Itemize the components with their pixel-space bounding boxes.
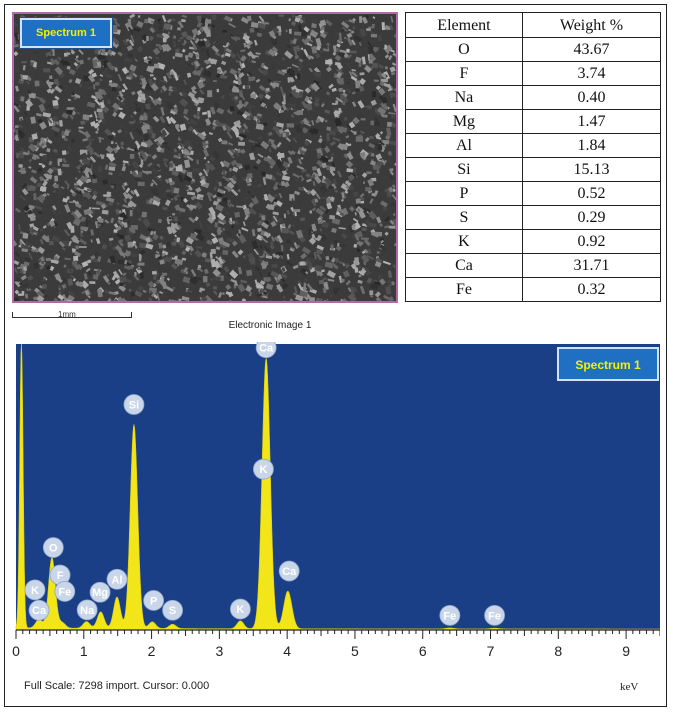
table-row: Ca 31.71 bbox=[405, 253, 662, 278]
table-row: Al 1.84 bbox=[405, 133, 662, 158]
header-element: Element bbox=[405, 12, 523, 38]
cell-element: Mg bbox=[405, 109, 523, 134]
cell-element: O bbox=[405, 37, 523, 62]
sem-grains bbox=[14, 14, 396, 301]
table-row: Mg 1.47 bbox=[405, 109, 662, 134]
peak-label: Fe bbox=[54, 581, 76, 602]
scale-bar bbox=[12, 312, 132, 318]
svg-text:O: O bbox=[49, 543, 58, 555]
table-row: Fe 0.32 bbox=[405, 277, 662, 302]
cell-element: Fe bbox=[405, 277, 523, 302]
peak-label: Na bbox=[76, 599, 98, 621]
peak-label: Fe bbox=[484, 604, 505, 626]
peak-label: Ca bbox=[278, 560, 300, 582]
spectrum-series bbox=[15, 343, 660, 631]
svg-text:Si: Si bbox=[129, 400, 139, 412]
cell-weight: 0.29 bbox=[521, 205, 662, 230]
cell-weight: 43.67 bbox=[521, 37, 662, 62]
cell-element: S bbox=[405, 205, 523, 230]
peak-label: O bbox=[42, 537, 64, 558]
svg-text:Ca: Ca bbox=[259, 343, 274, 355]
svg-text:Fe: Fe bbox=[443, 610, 456, 622]
x-tick-label: 3 bbox=[215, 643, 223, 659]
full-scale-readout: Full Scale: 7298 import. Cursor: 0.000 bbox=[24, 680, 210, 692]
cell-element: P bbox=[405, 181, 523, 206]
cell-weight: 15.13 bbox=[521, 157, 662, 182]
x-tick-label: 8 bbox=[554, 643, 562, 659]
svg-text:S: S bbox=[169, 605, 176, 617]
x-tick-label: 0 bbox=[12, 643, 20, 659]
peak-label: P bbox=[143, 590, 165, 611]
svg-text:P: P bbox=[150, 595, 157, 607]
peak-label: Ca bbox=[255, 342, 277, 359]
cell-element: Si bbox=[405, 157, 523, 182]
table-body: O 43.67 F 3.74 Na 0.40 Mg 1.47 Al 1.84 Si 15.13 P 0.5… bbox=[405, 37, 662, 302]
peak-label: Si bbox=[123, 394, 145, 415]
cell-weight: 0.52 bbox=[521, 181, 662, 206]
composition-table: Element Weight % O 43.67 F 3.74 Na 0.40 Mg 1.47… bbox=[405, 12, 662, 302]
x-tick-label: 2 bbox=[148, 643, 156, 659]
cell-weight: 0.32 bbox=[521, 277, 662, 302]
table-row: K 0.92 bbox=[405, 229, 662, 254]
spectrum-badge: Spectrum 1 bbox=[557, 347, 659, 381]
x-tick-label: 5 bbox=[351, 643, 359, 659]
peak-label: K bbox=[229, 598, 251, 620]
table-row: O 43.67 bbox=[405, 37, 662, 62]
cell-weight: 0.40 bbox=[521, 85, 662, 110]
cell-weight: 1.47 bbox=[521, 109, 662, 134]
x-tick-label: 7 bbox=[487, 643, 495, 659]
table-row: Na 0.40 bbox=[405, 85, 662, 110]
table-row: P 0.52 bbox=[405, 181, 662, 206]
cell-element: Ca bbox=[405, 253, 523, 278]
svg-text:K: K bbox=[31, 585, 39, 597]
peak-label: Ca bbox=[28, 599, 50, 621]
x-tick-label: 9 bbox=[622, 643, 630, 659]
svg-text:Ca: Ca bbox=[32, 605, 47, 617]
peak-label: K bbox=[253, 458, 274, 480]
cell-weight: 1.84 bbox=[521, 133, 662, 158]
table-row: F 3.74 bbox=[405, 61, 662, 86]
cell-weight: 3.74 bbox=[521, 61, 662, 86]
x-tick-label: 1 bbox=[80, 643, 88, 659]
table-row: S 0.29 bbox=[405, 205, 662, 230]
x-tick-label: 6 bbox=[419, 643, 427, 659]
svg-text:K: K bbox=[236, 604, 244, 616]
svg-text:Fe: Fe bbox=[488, 610, 501, 622]
svg-text:K: K bbox=[259, 464, 267, 476]
x-axis-unit: keV bbox=[620, 681, 639, 693]
cell-element: Al bbox=[405, 133, 523, 158]
peak-label: K bbox=[24, 579, 46, 601]
svg-text:F: F bbox=[57, 570, 64, 582]
cell-element: Na bbox=[405, 85, 523, 110]
svg-text:Spectrum 1: Spectrum 1 bbox=[575, 358, 641, 372]
scale-bar-label: 1mm bbox=[58, 310, 76, 319]
sem-caption: Electronic Image 1 bbox=[228, 320, 312, 331]
cell-element: F bbox=[405, 61, 523, 86]
svg-text:Na: Na bbox=[80, 605, 95, 617]
table-row: Si 15.13 bbox=[405, 157, 662, 182]
peak-label: S bbox=[162, 599, 183, 621]
cell-weight: 31.71 bbox=[521, 253, 662, 278]
sem-spectrum-badge: Spectrum 1 bbox=[20, 18, 112, 48]
peak-label: Mg bbox=[89, 581, 111, 603]
svg-text:Mg: Mg bbox=[92, 587, 108, 599]
table-header-row: Element Weight % bbox=[405, 12, 662, 38]
sem-texture bbox=[14, 14, 396, 301]
x-tick-label: 4 bbox=[283, 643, 291, 659]
peak-label: Al bbox=[106, 568, 128, 590]
header-weight: Weight % bbox=[521, 12, 662, 38]
sem-image: Spectrum 1 bbox=[12, 12, 398, 303]
svg-text:Fe: Fe bbox=[58, 586, 71, 598]
peak-label: Fe bbox=[439, 604, 461, 626]
svg-text:Al: Al bbox=[112, 574, 123, 586]
svg-text:Ca: Ca bbox=[282, 566, 297, 578]
eds-spectrum-chart: 0 1 2 3 4 5 6 7 8 9 Ca K O F Fe Na Mg Al Si PS K K Ca Ca Fe Fe Spe… bbox=[8, 342, 660, 702]
cell-weight: 0.92 bbox=[521, 229, 662, 254]
cell-element: K bbox=[405, 229, 523, 254]
